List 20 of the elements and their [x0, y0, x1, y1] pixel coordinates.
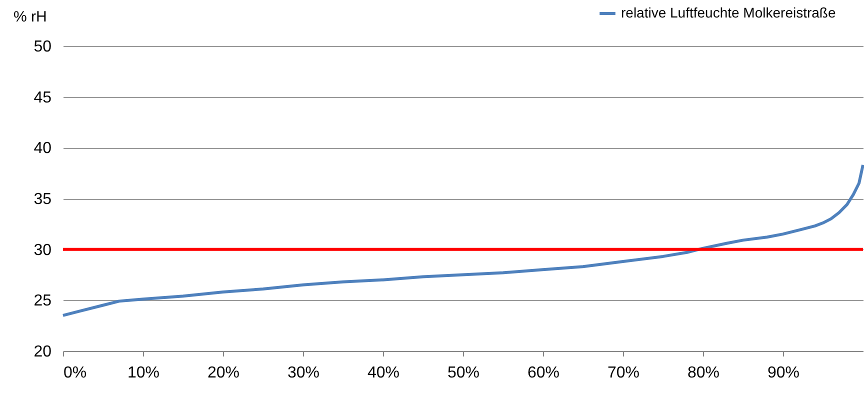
x-tick-label: 0% — [64, 364, 87, 382]
y-tick-label: 20 — [34, 344, 52, 360]
x-tick-label: 60% — [527, 364, 560, 382]
y-tick-label: 30 — [34, 242, 52, 259]
x-tick-label: 20% — [207, 364, 240, 382]
line-series — [62, 163, 864, 317]
y-tick-label: 40 — [34, 140, 52, 158]
x-tick-label: 50% — [447, 364, 480, 382]
y-tick-label: 45 — [34, 89, 52, 106]
x-tick-label: 70% — [607, 364, 640, 382]
x-tick-label: 30% — [287, 364, 320, 382]
x-tick-label: 10% — [127, 364, 160, 382]
x-tick-label: 90% — [767, 364, 800, 382]
y-tick-label: 25 — [34, 292, 52, 310]
x-tick-label: 80% — [687, 364, 720, 382]
legend-label: relative Luftfeuchte Molkereistraße — [621, 4, 836, 20]
y-tick-label: 35 — [34, 191, 52, 208]
y-axis-title: % rH — [14, 8, 47, 26]
x-tick-label: 40% — [367, 364, 400, 382]
y-tick-label: 50 — [34, 38, 52, 56]
